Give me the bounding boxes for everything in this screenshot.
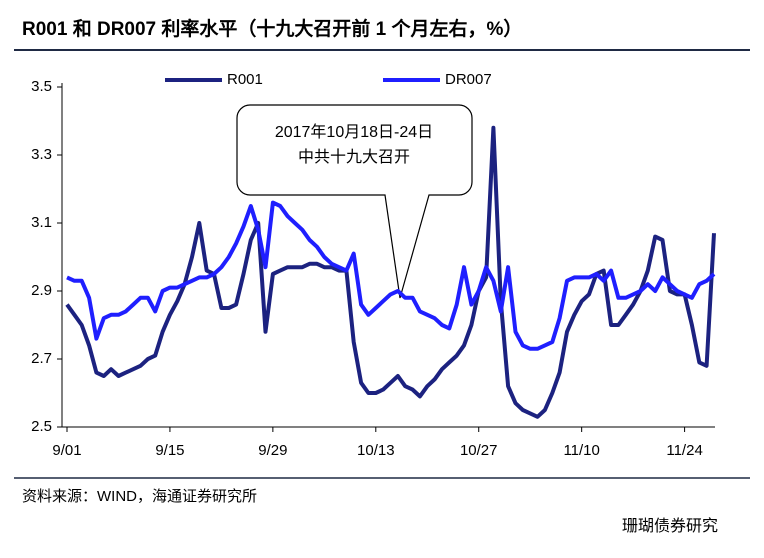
y-tick-label: 2.5 [31,418,52,435]
source: 资料来源：WIND，海通证券研究所 [22,488,257,505]
x-tick-label: 11/24 [666,442,702,459]
series-line [65,125,716,419]
watermark: 珊瑚债券研究 [622,517,718,535]
series-line [66,200,716,351]
callout [236,104,473,299]
y-tick-label: 3.5 [31,78,52,95]
x-tick-label: 9/01 [52,442,81,459]
x-tick-label: 10/13 [357,442,395,459]
annotation-line: 中共十九大召开 [298,148,410,166]
annotation-line: 2017年10月18日-24日 [275,123,433,141]
x-tick-label: 11/10 [563,442,599,459]
y-tick-label: 3.1 [31,214,52,231]
y-tick-label: 2.7 [31,350,52,367]
x-tick-label: 10/27 [460,442,498,459]
legend-label: DR007 [445,71,492,88]
y-tick-label: 2.9 [31,282,52,299]
y-tick-label: 3.3 [31,146,52,163]
x-tick-label: 9/29 [258,442,287,459]
x-tick-label: 9/15 [155,442,184,459]
legend-label: R001 [227,71,263,88]
chart-title: R001 和 DR007 利率水平（十九大召开前 1 个月左右，%） [22,17,522,40]
